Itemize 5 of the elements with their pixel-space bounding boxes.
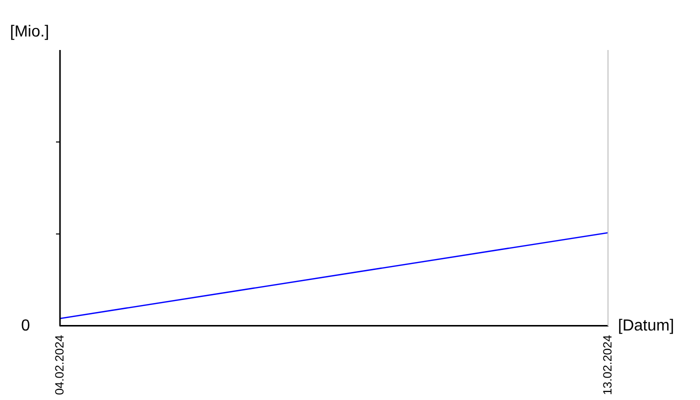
x-tick-label: 04.02.2024 <box>52 334 66 396</box>
text: 0 <box>21 317 30 334</box>
x-tick-label: 13.02.2024 <box>600 334 614 396</box>
x-axis-title: [Datum] <box>618 317 674 334</box>
text: [Mio.] <box>10 23 50 40</box>
